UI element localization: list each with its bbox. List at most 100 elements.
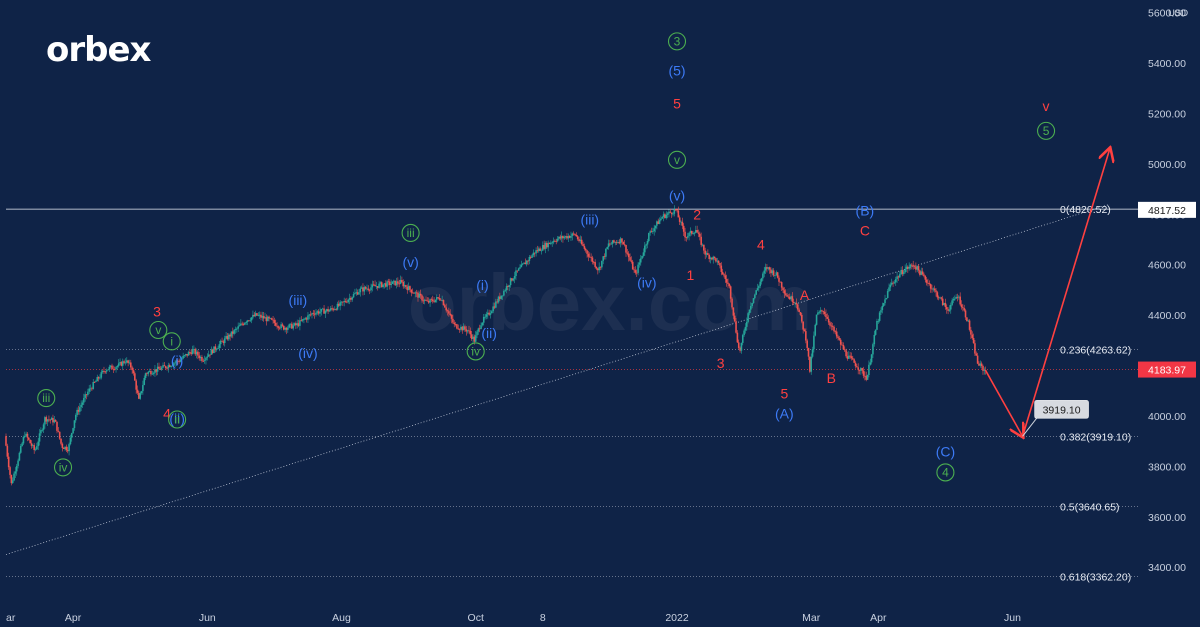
candle-body [515, 270, 517, 277]
candle-body [85, 394, 88, 396]
candle-body [933, 288, 936, 291]
candle-body [774, 275, 776, 276]
candle-body [516, 270, 519, 272]
candle-body [175, 360, 178, 363]
candle-body [684, 231, 686, 238]
candle-body [712, 256, 715, 260]
candle-body [328, 310, 331, 312]
candle-body [261, 315, 264, 318]
candle-body [700, 236, 702, 245]
candle-body [305, 318, 308, 320]
candle-body [566, 236, 568, 239]
candle-body [533, 252, 536, 254]
candle-body [121, 361, 124, 366]
candle-body [207, 354, 210, 357]
candle-body [199, 356, 202, 359]
x-tick-label: Apr [65, 612, 82, 624]
candle-body [550, 242, 552, 244]
candle-body [315, 312, 317, 315]
candle-body [751, 303, 753, 307]
candle-body [958, 296, 960, 298]
wave-label: (iv) [298, 345, 317, 361]
candle-body [776, 272, 779, 278]
currency-label: USD [1168, 8, 1188, 19]
candle-body [584, 248, 587, 251]
candle-body [758, 286, 760, 289]
candle-body [6, 445, 9, 457]
candle-body [449, 313, 452, 316]
candle-body [362, 287, 364, 292]
candle-body [621, 238, 623, 242]
y-tick-label: 4600.00 [1148, 260, 1186, 272]
candle-body [635, 272, 638, 274]
candle-body [866, 375, 869, 380]
candle-body [230, 331, 233, 337]
candle-body [830, 325, 833, 327]
candle-body [303, 319, 305, 320]
wave-label: 1 [687, 267, 695, 283]
candle-body [523, 262, 525, 264]
candle-body [732, 307, 735, 316]
wave-label: 4 [942, 465, 949, 479]
candle-body [74, 415, 77, 421]
candle-body [507, 286, 509, 288]
candle-body [778, 277, 780, 282]
candle-body [117, 363, 120, 366]
candle-body [540, 250, 543, 252]
candle-body [17, 460, 19, 466]
candle-body [112, 368, 115, 370]
candle-body [431, 299, 434, 302]
candle-body [501, 295, 504, 297]
wave-label-circle [37, 389, 56, 408]
candle-body [685, 237, 688, 239]
candle-body [928, 283, 931, 285]
candle-body [426, 300, 429, 302]
candle-body [660, 218, 662, 221]
candle-body [135, 380, 137, 390]
candle-body [221, 340, 223, 342]
candle-body [29, 439, 31, 444]
candle-body [551, 242, 553, 244]
y-tick-label: 4400.00 [1148, 310, 1186, 322]
candle-body [649, 231, 651, 233]
candle-body [591, 257, 594, 262]
candle-body [605, 248, 607, 257]
candle-body [646, 240, 649, 245]
candle-body [214, 346, 217, 350]
candle-body [189, 352, 191, 353]
candle-body [13, 473, 15, 481]
candle-body [23, 435, 26, 438]
candle-body [593, 261, 595, 263]
wave-label: 5 [780, 385, 788, 401]
candle-body [37, 441, 40, 447]
candle-body [811, 349, 814, 357]
candle-body [280, 324, 282, 328]
candle-body [827, 318, 830, 323]
candle-body [665, 214, 668, 218]
candle-body [103, 370, 105, 372]
candle-body [469, 330, 472, 335]
candle-body [564, 236, 567, 238]
candle-body [147, 371, 150, 374]
candle-body [617, 242, 619, 243]
candle-body [874, 329, 877, 335]
candle-body [528, 256, 531, 261]
candle-body [897, 276, 900, 278]
candle-body [366, 288, 368, 290]
candle-body [921, 271, 924, 275]
candle-body [11, 480, 14, 484]
candle-body [402, 281, 405, 287]
candle-body [923, 274, 925, 277]
x-tick-label: Aug [332, 612, 351, 624]
candle-body [176, 360, 179, 362]
candle-body [979, 363, 982, 366]
candle-body [45, 417, 48, 422]
candle-body [218, 344, 221, 348]
candle-body [513, 276, 516, 279]
candle-body [771, 270, 774, 274]
candle-body [54, 419, 57, 422]
candle-body [925, 279, 928, 283]
candle-body [821, 310, 823, 312]
candle-body [634, 270, 637, 273]
